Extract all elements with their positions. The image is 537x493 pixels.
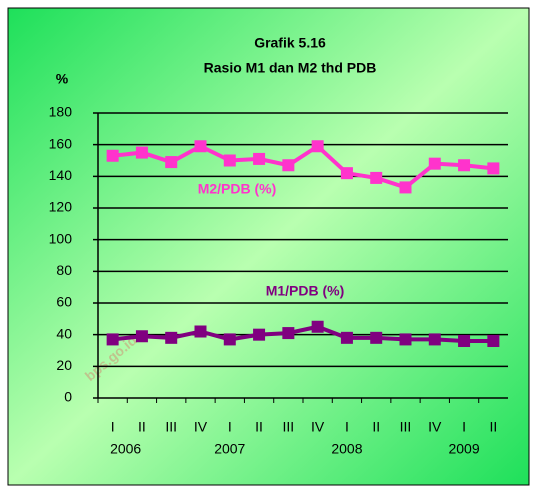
marker <box>165 331 178 344</box>
x-tick-label: II <box>138 419 146 435</box>
marker <box>194 325 207 338</box>
y-tick-label: 160 <box>49 135 73 151</box>
marker <box>223 333 236 346</box>
year-label: 2008 <box>331 441 362 457</box>
x-tick-label: I <box>228 419 232 435</box>
marker <box>399 181 412 194</box>
y-tick-label: 20 <box>56 357 72 373</box>
x-tick-label: I <box>462 419 466 435</box>
marker <box>370 331 383 344</box>
marker <box>370 171 383 184</box>
y-tick-label: 80 <box>56 262 72 278</box>
x-tick-label: II <box>489 419 497 435</box>
marker <box>282 327 295 340</box>
chart-background <box>7 7 530 486</box>
x-tick-label: I <box>345 419 349 435</box>
y-axis-label: % <box>56 71 69 87</box>
y-tick-label: 140 <box>49 167 73 183</box>
chart-title: Rasio M1 dan M2 thd PDB <box>204 60 377 76</box>
marker <box>458 335 471 347</box>
marker <box>311 140 324 153</box>
marker <box>106 149 119 162</box>
marker <box>253 328 266 341</box>
marker <box>340 331 353 344</box>
x-tick-label: II <box>372 419 380 435</box>
year-label: 2007 <box>214 441 245 457</box>
marker <box>135 146 148 159</box>
y-tick-label: 40 <box>56 325 72 341</box>
y-tick-label: 60 <box>56 294 72 310</box>
x-tick-label: III <box>400 419 412 435</box>
y-tick-label: 180 <box>49 104 73 120</box>
year-label: 2009 <box>448 441 479 457</box>
marker <box>282 159 295 172</box>
x-tick-label: III <box>283 419 295 435</box>
marker <box>487 335 500 347</box>
x-tick-label: III <box>165 419 177 435</box>
x-tick-label: II <box>255 419 263 435</box>
marker <box>106 333 119 346</box>
marker <box>165 156 178 169</box>
y-tick-label: 120 <box>49 199 73 215</box>
marker <box>399 333 412 346</box>
y-tick-label: 100 <box>49 230 73 246</box>
marker <box>311 320 324 333</box>
x-tick-label: I <box>111 419 115 435</box>
marker <box>194 140 207 153</box>
x-tick-label: IV <box>194 419 208 435</box>
marker <box>223 154 236 167</box>
marker <box>458 159 471 172</box>
marker <box>253 152 266 165</box>
series-label: M2/PDB (%) <box>198 181 277 197</box>
x-tick-label: IV <box>428 419 442 435</box>
x-tick-label: IV <box>311 419 325 435</box>
year-label: 2006 <box>110 441 141 457</box>
marker <box>340 167 353 180</box>
marker <box>428 157 441 170</box>
marker <box>428 333 441 346</box>
marker <box>487 162 500 175</box>
marker <box>135 330 148 343</box>
chart-title: Grafik 5.16 <box>254 35 326 51</box>
series-label: M1/PDB (%) <box>266 283 345 299</box>
y-tick-label: 0 <box>64 389 72 405</box>
